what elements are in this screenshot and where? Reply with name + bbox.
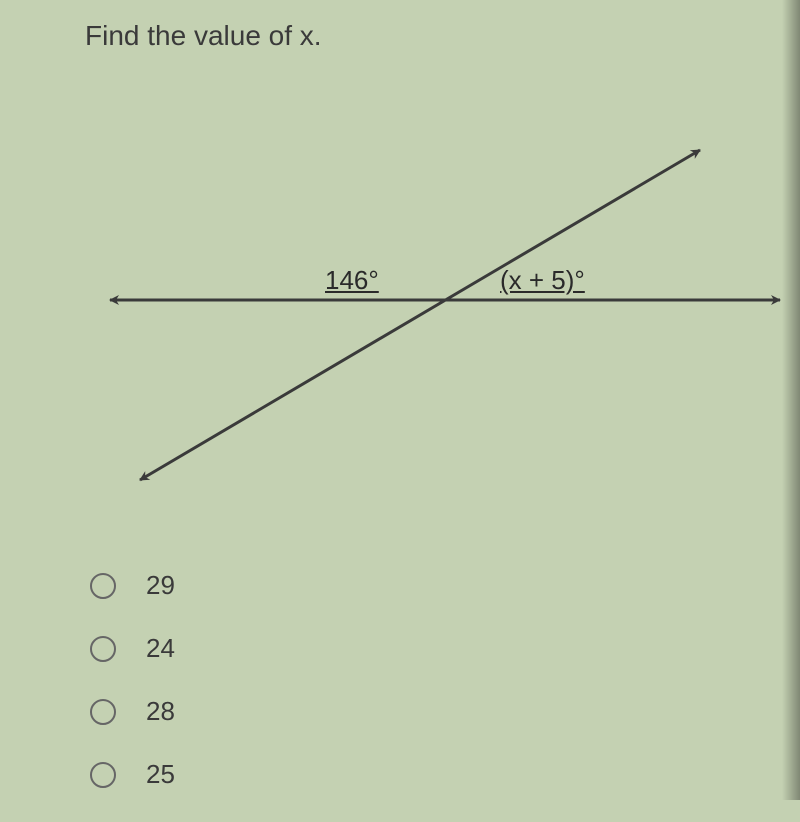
option-label: 25 (146, 759, 175, 790)
question-prompt: Find the value of x. (85, 20, 322, 52)
diagonal-line (140, 150, 700, 480)
option-24[interactable]: 24 (90, 633, 175, 664)
radio-icon (90, 699, 116, 725)
angle-label-x-plus-5: (x + 5)° (500, 265, 585, 296)
option-28[interactable]: 28 (90, 696, 175, 727)
page-edge-shadow (782, 0, 800, 800)
radio-icon (90, 636, 116, 662)
angle-label-146: 146° (325, 265, 379, 296)
geometry-diagram (0, 100, 800, 500)
option-label: 29 (146, 570, 175, 601)
radio-icon (90, 762, 116, 788)
radio-icon (90, 573, 116, 599)
answer-options: 29 24 28 25 (90, 570, 175, 822)
option-25[interactable]: 25 (90, 759, 175, 790)
option-label: 28 (146, 696, 175, 727)
option-29[interactable]: 29 (90, 570, 175, 601)
option-label: 24 (146, 633, 175, 664)
